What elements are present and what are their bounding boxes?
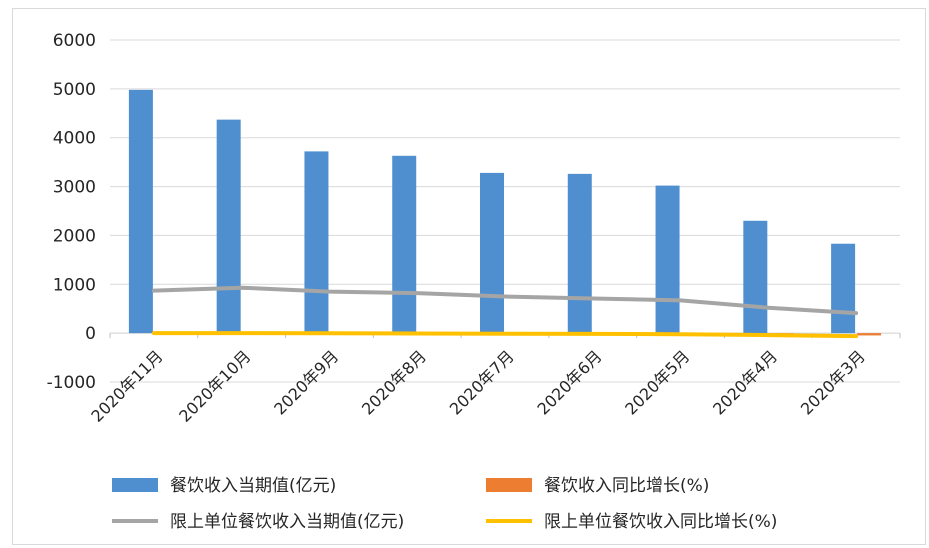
legend-label: 餐饮收入同比增长(%) [544, 476, 709, 496]
legend-swatch [112, 478, 158, 492]
y-tick-label: 1000 [53, 275, 96, 295]
x-axis-ticks: 2020年11月 2020年10月 2020年9月 2020年8月 2020年7月 202… [87, 347, 868, 426]
bar-dining-revenue [392, 155, 417, 334]
line-above-quota-growth [151, 331, 859, 339]
bar-dining-growth [857, 333, 882, 336]
x-category-label: 2020年6月 [534, 347, 606, 419]
bar-dining-revenue [655, 185, 680, 334]
x-category-label: 2020年9月 [270, 347, 342, 419]
x-category-label: 2020年8月 [358, 347, 430, 419]
lines [151, 285, 859, 339]
x-category-label: 2020年3月 [797, 347, 869, 419]
legend-label: 限上单位餐饮收入当期值(亿元) [170, 512, 404, 532]
y-tick-label: 2000 [53, 226, 96, 246]
legend-swatch [486, 478, 532, 492]
bar-dining-revenue [128, 89, 153, 334]
y-tick-label: 6000 [53, 31, 96, 51]
y-tick-label: 4000 [53, 129, 96, 149]
legend-label: 限上单位餐饮收入同比增长(%) [544, 512, 777, 532]
bars [128, 89, 882, 336]
bar-dining-revenue [216, 119, 241, 334]
x-category-label: 2020年5月 [621, 347, 693, 419]
x-category-label: 2020年10月 [175, 347, 254, 426]
y-tick-label: 5000 [53, 80, 96, 100]
bar-dining-revenue [567, 173, 592, 334]
y-tick-label: -1000 [47, 373, 96, 393]
x-category-label: 2020年7月 [446, 347, 518, 419]
y-axis-ticks: 6000 5000 4000 3000 2000 1000 0 -1000 [47, 31, 96, 393]
bar-dining-revenue [743, 220, 768, 334]
chart-frame [12, 8, 926, 545]
y-tick-label: 3000 [53, 178, 96, 198]
bar-dining-revenue [480, 172, 504, 334]
legend-label: 餐饮收入当期值(亿元) [170, 476, 336, 496]
x-category-label: 2020年4月 [709, 347, 781, 419]
bar-dining-revenue [304, 151, 329, 334]
line-above-quota-revenue [151, 285, 859, 316]
x-category-label: 2020年11月 [87, 347, 166, 426]
legend: 餐饮收入当期值(亿元) 餐饮收入同比增长(%) 限上单位餐饮收入当期值(亿元) 限上单… [112, 476, 777, 532]
y-tick-label: 0 [85, 324, 96, 344]
bar-dining-revenue [831, 243, 856, 334]
